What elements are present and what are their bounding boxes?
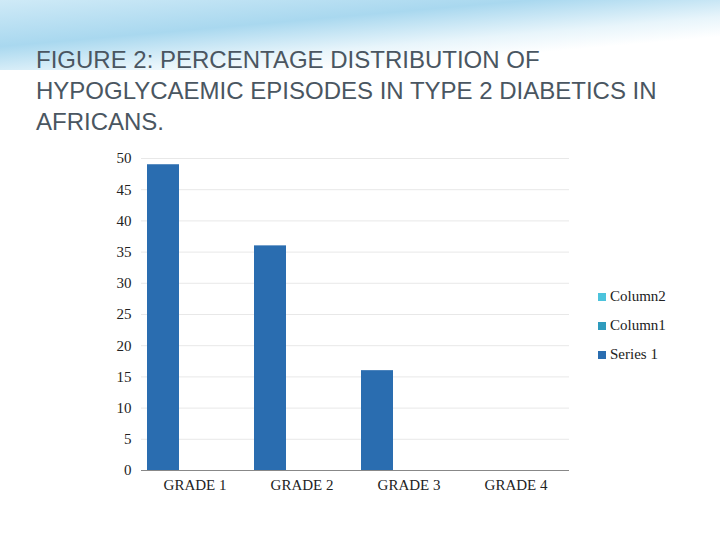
svg-text:40: 40 [117,213,132,229]
svg-text:GRADE 2: GRADE 2 [271,477,334,493]
html-text:FIGURE 2: PERCENTAGE DISTRIBUT: FIGURE 2: PERCENTAGE DISTRIBUTION OF HYP… [36,46,657,135]
svg-text:25: 25 [117,306,132,322]
svg-text:0: 0 [124,462,132,478]
svg-text:20: 20 [117,338,132,354]
svg-text:15: 15 [117,369,132,385]
html-text:Series 1: Series 1 [610,346,658,362]
svg-text:GRADE 1: GRADE 1 [164,477,227,493]
svg-text:50: 50 [117,150,132,166]
svg-text:35: 35 [117,244,132,260]
html-text:Column1: Column1 [610,317,666,333]
svg-text:GRADE 4: GRADE 4 [485,477,548,493]
svg-text:45: 45 [117,182,132,198]
svg-text:5: 5 [124,431,132,447]
svg-text:GRADE 3: GRADE 3 [378,477,441,493]
html-text:Column2: Column2 [610,288,666,304]
svg-text:30: 30 [117,275,132,291]
svg-text:10: 10 [117,400,132,416]
